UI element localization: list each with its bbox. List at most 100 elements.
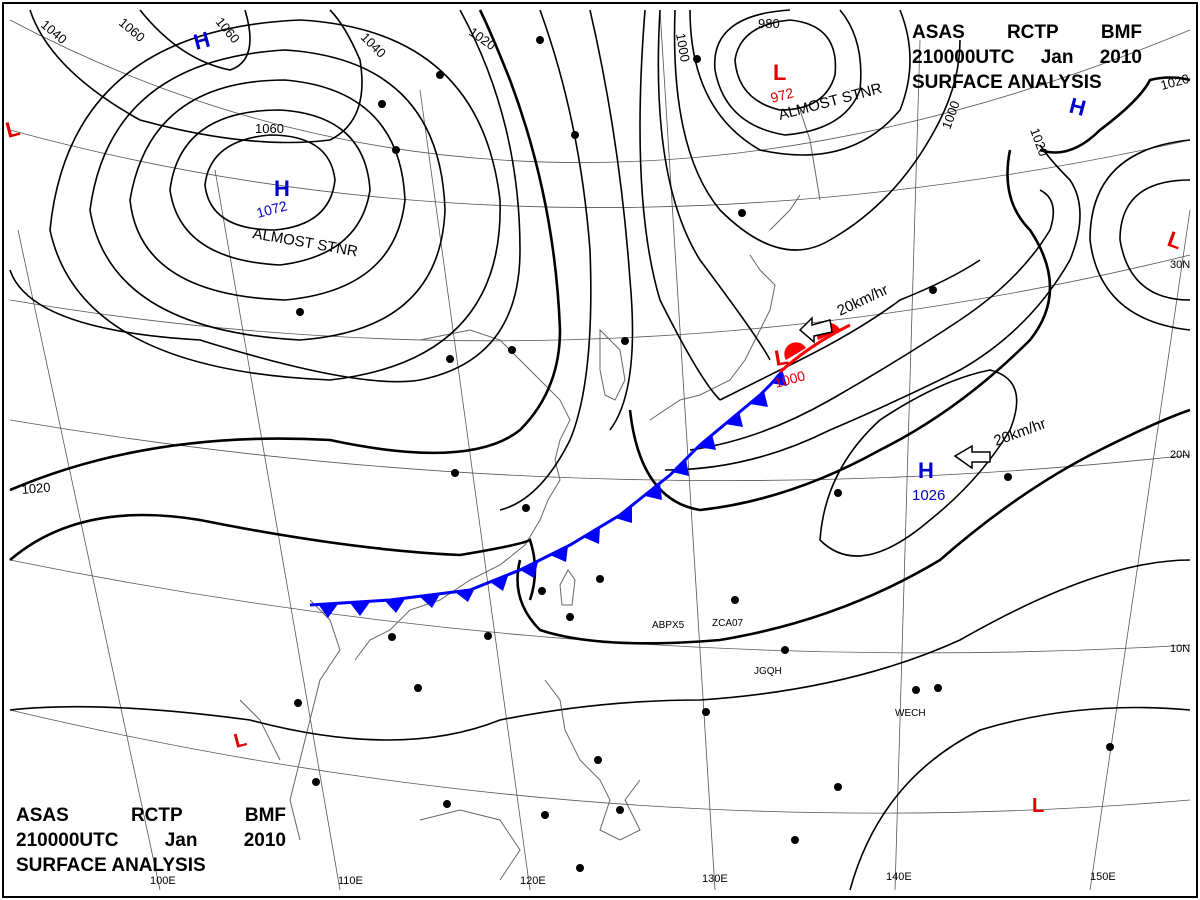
station-id-group: ABPX5 ZCA07 JGQH WECH xyxy=(652,618,926,719)
title-product: SURFACE ANALYSIS xyxy=(16,855,206,876)
isobar-1060-center xyxy=(204,134,336,231)
lat-label: 20N xyxy=(1170,449,1190,461)
station-plot-dot xyxy=(781,646,789,654)
isobar-low-japan-1 xyxy=(719,259,981,401)
title-row-3: SURFACE ANALYSIS xyxy=(912,70,1142,95)
graticule-labels: 100E 110E 120E 130E 140E 150E 30N 20N 10… xyxy=(150,259,1190,887)
station-plot-dot xyxy=(538,587,546,595)
station-plot-dot xyxy=(571,131,579,139)
cold-front-barb xyxy=(615,506,632,523)
title-row-1: ASAS RCTP BMF xyxy=(912,20,1142,45)
isobar-1040-nw xyxy=(29,9,363,144)
station-plot-dot xyxy=(731,596,739,604)
coast-taiwan xyxy=(559,569,576,606)
cold-front xyxy=(309,369,787,618)
lon-label: 150E xyxy=(1090,871,1116,883)
cold-front-barb xyxy=(420,594,440,608)
low-center-symbol: L xyxy=(232,728,249,752)
isobar-se-low xyxy=(849,706,1191,891)
high-center-symbol: H xyxy=(918,458,934,483)
low-center-symbol: L xyxy=(773,344,791,371)
isobar-east-low-ring xyxy=(1119,179,1191,301)
pressure-center-group: H H 1072 L 972 H L L L 1000 H 1026 L L xyxy=(3,27,1186,817)
isobar-1060-nw xyxy=(139,9,251,71)
lat-label: 10N xyxy=(1170,643,1190,655)
parallel-0 xyxy=(9,709,1191,814)
isobar-1026-high xyxy=(819,369,1018,557)
coast-east-asia xyxy=(354,329,571,661)
station-plot-dot xyxy=(616,806,624,814)
chart-title-top-right: ASAS RCTP BMF 210000UTC Jan 2010 SURFACE… xyxy=(912,20,1142,95)
title-product: SURFACE ANALYSIS xyxy=(912,72,1102,93)
motion-arrow-low xyxy=(798,316,833,344)
title-row-1: ASAS RCTP BMF xyxy=(16,803,286,828)
title-year: 2010 xyxy=(243,830,286,851)
isobar-1020-ne xyxy=(1039,76,1191,154)
station-plot-dot xyxy=(566,613,574,621)
meridian-150e xyxy=(1089,209,1191,891)
isobar-east-low-ring-2 xyxy=(1089,139,1191,331)
isobar-1004 xyxy=(657,9,771,361)
station-plot-dot xyxy=(451,469,459,477)
station-plot-dot xyxy=(693,55,701,63)
cold-front-barb xyxy=(645,483,662,500)
isobar-1012-south xyxy=(516,408,1191,645)
parallel-20n xyxy=(9,419,1191,481)
meridian-100e xyxy=(17,229,161,891)
coast-indochina xyxy=(239,599,341,841)
station-plot-dot xyxy=(436,71,444,79)
meridian-130e xyxy=(659,9,716,891)
cold-front-barb xyxy=(385,599,405,613)
isobar-1020-main xyxy=(9,9,562,492)
title-row-2: 210000UTC Jan 2010 xyxy=(912,45,1142,70)
title-agency: ASAS xyxy=(16,805,69,826)
title-year: 2010 xyxy=(1099,47,1142,68)
isobar-1012 xyxy=(589,9,634,431)
station-plot-dot xyxy=(912,686,920,694)
station-plot-dot xyxy=(834,783,842,791)
low-center-symbol: L xyxy=(3,115,22,143)
station-id: ZCA07 xyxy=(712,618,744,629)
station-plot-dot xyxy=(596,575,604,583)
station-plot-dot xyxy=(296,308,304,316)
station-id: JGQH xyxy=(754,666,782,677)
station-plot-dot xyxy=(702,708,710,716)
station-plot-dot xyxy=(576,864,584,872)
station-plot-dot xyxy=(312,778,320,786)
title-agency: ASAS xyxy=(912,22,965,43)
title-center: RCTP xyxy=(1006,22,1059,43)
isobar-1028 xyxy=(49,19,501,381)
isobar-1036 xyxy=(89,49,446,341)
station-plot-dot xyxy=(536,36,544,44)
warm-front-line xyxy=(778,323,851,374)
station-plot-dot xyxy=(738,209,746,217)
high-center-symbol: H xyxy=(191,27,213,55)
isobar-low-japan-3 xyxy=(664,144,1081,471)
high-center-symbol: H xyxy=(1067,93,1089,121)
chart-title-bottom-left: ASAS RCTP BMF 210000UTC Jan 2010 SURFACE… xyxy=(16,803,286,878)
isobars xyxy=(9,9,1191,891)
isobar-label: 1000 xyxy=(673,32,693,63)
parallel-50n xyxy=(9,19,1191,163)
cold-front-barb xyxy=(725,411,743,427)
cold-front-barb xyxy=(318,604,338,618)
cold-front-barb xyxy=(770,369,787,386)
station-plot-dot xyxy=(934,684,942,692)
station-plot-dot xyxy=(929,286,937,294)
station-plot-dot xyxy=(443,800,451,808)
isobar-1000 xyxy=(673,9,961,251)
lon-label: 140E xyxy=(886,871,912,883)
station-id: WECH xyxy=(895,708,926,719)
station-plots xyxy=(294,36,1114,872)
title-valid-time: 210000UTC xyxy=(16,830,119,851)
station-plot-dot xyxy=(294,699,302,707)
low-center-value: 1000 xyxy=(773,367,807,391)
isobar-1016-south xyxy=(9,513,537,601)
isobar-1052 xyxy=(169,109,371,266)
title-office: BMF xyxy=(1100,22,1142,43)
high-center-value: 1072 xyxy=(255,197,289,221)
title-row-2: 210000UTC Jan 2010 xyxy=(16,828,286,853)
coast-philippines xyxy=(544,679,641,841)
